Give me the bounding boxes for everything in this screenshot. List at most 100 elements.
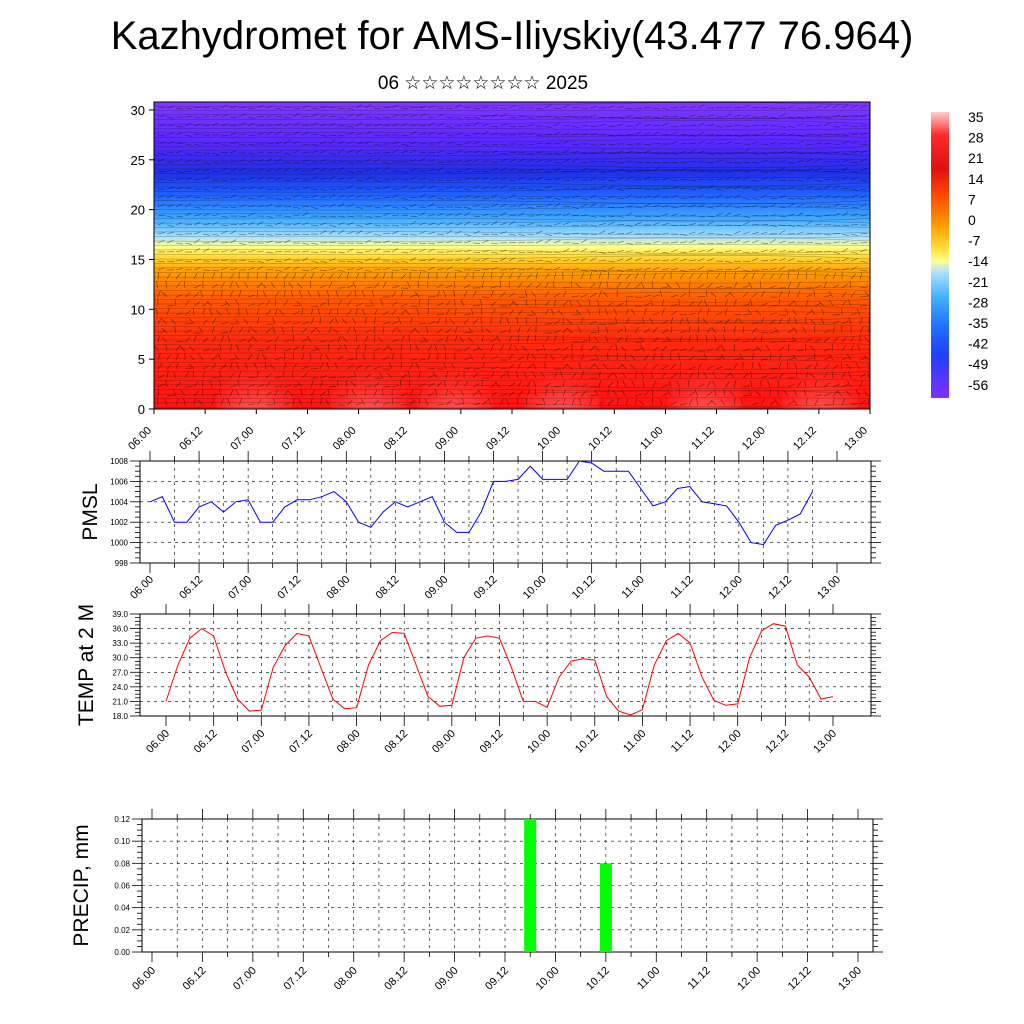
x-tick-label: 10.00 [535,425,563,453]
y-tick-label: 20 [131,203,145,218]
y-tick-label: 24.0 [112,683,128,692]
x-tick-label: 10.12 [584,965,612,993]
x-tick-label: 13.00 [811,728,839,756]
x-tick-label: 09.00 [430,728,458,756]
x-tick-label: 09.12 [484,425,512,453]
y-tick-label: 5 [138,352,145,367]
y-tick-label: 998 [115,559,129,568]
x-tick-label: 10.00 [534,965,562,993]
x-tick-label: 07.00 [226,574,254,602]
x-tick-label: 06.00 [144,728,172,756]
x-tick-label: 08.12 [382,728,410,756]
x-tick-label: 10.12 [586,425,614,453]
x-tick-label: 08.00 [335,728,363,756]
warm-area-3 [524,347,601,409]
y-axis-title: PMSL [79,483,102,540]
wind-vectors [154,104,870,406]
y-minor-ticks [132,818,883,953]
x-tick-label: 07.12 [287,728,315,756]
colorbar-ramp [931,112,949,398]
temp-panel: 18.0 21.0 24.0 27.0 30.0 33.0 36.0 39.0 06.00 06.… [75,604,881,756]
x-tick-label: 07.00 [228,425,256,453]
y-minor-ticks [130,460,881,564]
x-tick-label: 06.00 [130,965,158,993]
x-tick-label: 10.12 [573,728,601,756]
x-tick-label: 11.00 [621,728,648,755]
x-tick-label: 12.00 [716,728,744,756]
temp-series-line [165,623,834,716]
precip-bar-1 [599,863,612,952]
precip-panel: 0.00 0.02 0.04 0.06 0.08 0.10 0.12 06.00 06.12 07… [70,809,883,993]
y-tick-label: 0.12 [114,815,130,824]
x-tick-label: 12.12 [764,728,792,756]
x-tick-label: 09.12 [478,728,506,756]
y-tick-label: 21.0 [112,697,128,706]
x-tick-label: 12.00 [717,574,745,602]
x-tick-label: 06.00 [128,574,156,602]
y-tick-label: 0.00 [114,948,130,957]
colorbar-label: 28 [968,130,984,146]
x-tick-label: 11.00 [619,574,646,601]
colorbar: 35 28 21 14 7 0 -7 -14 -21 -28 -35 -42 -49 -56 [931,109,988,398]
y-tick-label: 18.0 [112,712,128,721]
chart-title: Kazhydromet for AMS-Iliyskiy(43.477 76.9… [110,14,914,58]
y-tick-label: 36.0 [112,625,128,634]
x-tick-label: 12.00 [735,965,763,993]
x-tick-label: 08.00 [331,425,359,453]
pmsl-series-line [149,460,813,546]
x-tick-label: 12.12 [766,574,794,602]
cross-section-panel: 0 5 10 15 20 25 30 06.00 06.12 07.00 07.12 08.00 08.… [126,101,871,453]
x-tick-label: 13.00 [815,574,843,602]
x-tick-label: 12.00 [740,425,768,453]
x-tick-label: 09.00 [433,425,461,453]
warm-area-2 [416,347,493,409]
colorbar-label: -56 [968,377,988,393]
y-tick-label: 10 [131,302,145,317]
colorbar-label: 0 [968,212,976,228]
precip-bar-0 [524,819,537,952]
warm-area-1 [330,347,407,409]
x-tick-label: 12.12 [786,965,814,993]
y-axis-title: PRECIP, mm [70,824,93,946]
x-tick-label: 09.12 [483,965,511,993]
colorbar-label: -35 [968,315,988,331]
x-tick-label: 06.12 [181,965,209,993]
y-tick-label: 1008 [110,457,128,466]
x-tick-label: 08.12 [374,574,402,602]
grid-lines [142,819,873,952]
y-tick-label: 0.02 [114,926,130,935]
plot-frame [139,460,872,564]
y-tick-label: 0.06 [114,882,130,891]
y-tick-label: 27.0 [112,668,128,677]
x-tick-label: 08.12 [382,425,410,453]
colorbar-label: -7 [968,233,981,249]
x-minor-ticks [149,451,838,573]
x-tick-label: 09.12 [472,574,500,602]
x-tick-label: 07.12 [281,965,309,993]
y-minor-ticks [130,613,881,717]
colorbar-label: 21 [968,150,984,166]
pmsl-panel: 998 1000 1002 1004 1006 1008 06.00 06.12 07.00 07… [79,451,881,602]
y-tick-label: 1004 [110,498,128,507]
x-tick-label: 08.00 [332,965,360,993]
x-tick-label: 10.00 [521,574,549,602]
y-tick-label: 0.10 [114,837,130,846]
colorbar-label: 7 [968,191,976,207]
x-tick-label: 07.00 [231,965,259,993]
x-tick-label: 10.00 [525,728,553,756]
y-tick-label: 1006 [110,477,128,486]
y-tick-label: 0 [138,402,145,417]
y-tick-label: 0.08 [114,859,130,868]
y-tick-label: 30 [131,103,145,118]
colorbar-label: -42 [968,336,988,352]
x-tick-label: 06.00 [126,425,154,453]
x-tick-label: 11.00 [638,425,665,452]
colorbar-label: -28 [968,294,988,310]
y-tick-label: 15 [131,252,145,267]
y-tick-label: 30.0 [112,654,128,663]
x-tick-label: 07.12 [280,425,308,453]
x-tick-label: 12.12 [791,425,819,453]
x-tick-label: 06.12 [177,574,205,602]
x-tick-label: 07.00 [239,728,267,756]
